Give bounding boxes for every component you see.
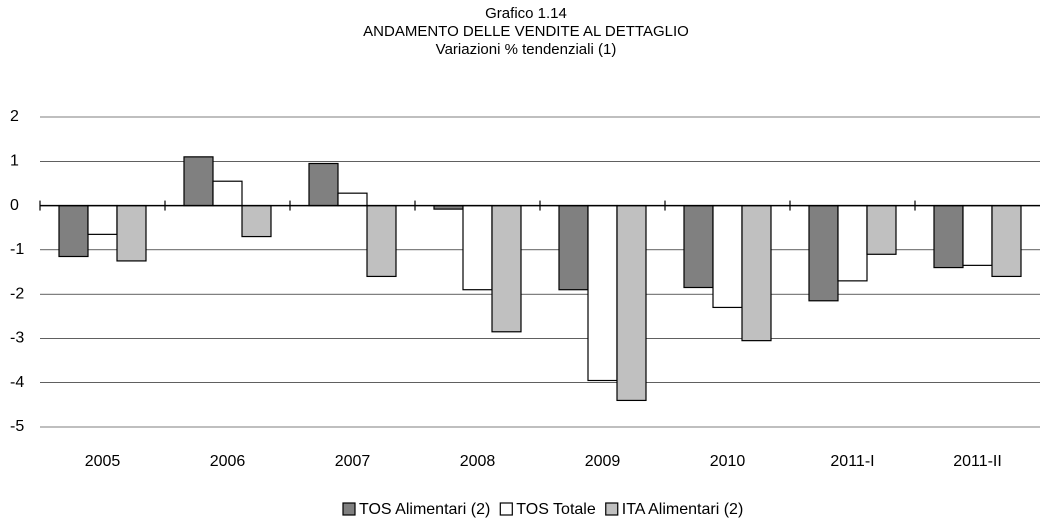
bar [741, 204, 772, 342]
bar [366, 204, 397, 278]
y-tick-label: -1 [10, 241, 24, 258]
bar [712, 204, 743, 309]
bar [308, 162, 339, 207]
bar [866, 204, 897, 255]
chart-title: ANDAMENTO DELLE VENDITE AL DETTAGLIO [363, 23, 689, 40]
bar [837, 204, 868, 282]
bar [933, 204, 964, 269]
legend-swatch [499, 502, 513, 516]
legend-swatch [605, 502, 619, 516]
bar [116, 204, 147, 262]
legend-label: TOS Totale [516, 501, 596, 518]
y-tick-label: -5 [10, 418, 24, 435]
y-tick-label: -3 [10, 330, 24, 347]
legend-swatch [342, 502, 356, 516]
y-tick-label: 0 [10, 197, 19, 214]
bar [587, 204, 618, 382]
bar [616, 204, 647, 402]
bar [183, 156, 214, 207]
bar [212, 180, 243, 207]
y-tick-label: -4 [10, 374, 24, 391]
legend-label: TOS Alimentari (2) [359, 501, 490, 518]
bar [462, 204, 493, 291]
y-tick-label: 1 [10, 153, 19, 170]
bar [991, 204, 1022, 278]
bar [337, 192, 368, 207]
bar [58, 204, 89, 258]
x-tick-label: 2011-II [953, 453, 1002, 470]
bar [808, 204, 839, 302]
legend-label: ITA Alimentari (2) [622, 501, 744, 518]
x-tick-label: 2005 [85, 453, 121, 470]
x-tick-label: 2006 [210, 453, 246, 470]
chart-title: Grafico 1.14 [485, 5, 567, 22]
x-tick-label: 2009 [585, 453, 621, 470]
y-tick-label: 2 [10, 108, 19, 125]
x-tick-label: 2007 [335, 453, 371, 470]
bar [683, 204, 714, 289]
chart-subtitle: Variazioni % tendenziali (1) [436, 41, 617, 58]
x-tick-label: 2008 [460, 453, 496, 470]
y-tick-label: -2 [10, 285, 24, 302]
bar [491, 204, 522, 333]
x-tick-label: 2011-I [830, 453, 874, 470]
x-tick-label: 2010 [710, 453, 746, 470]
bar [87, 204, 118, 235]
bar [241, 204, 272, 238]
bar [962, 204, 993, 266]
bar [558, 204, 589, 291]
